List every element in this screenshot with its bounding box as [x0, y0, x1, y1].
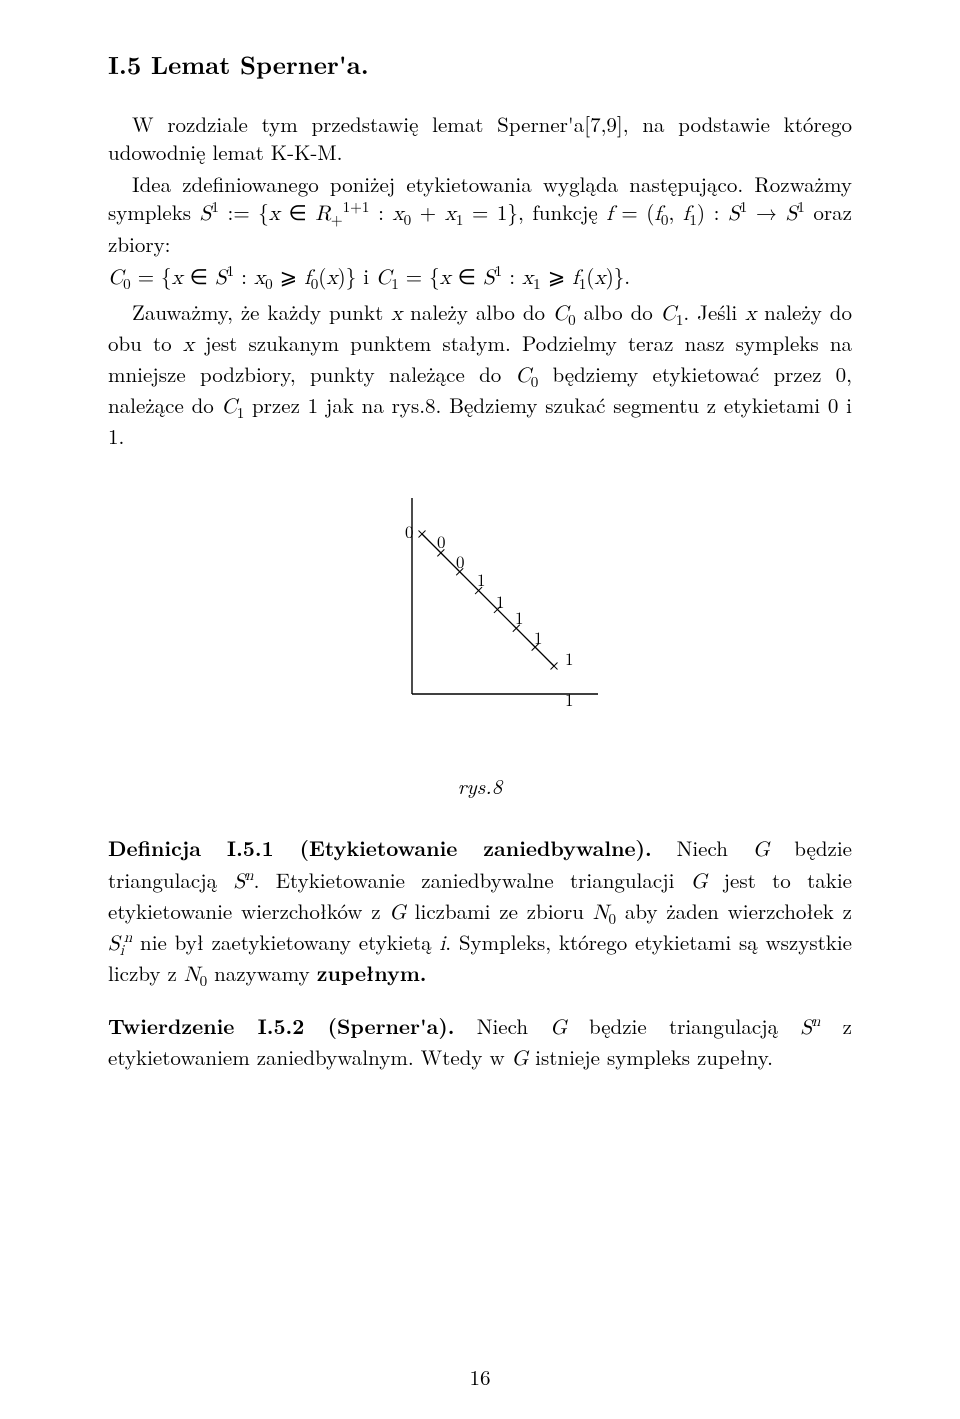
math-inline: C1: [661, 297, 684, 327]
page-number: 16: [0, 1363, 960, 1391]
bold-term: zupełnym.: [317, 958, 427, 988]
theorem-block: Twierdzenie I.5.2 (Sperner'a). Niech G b…: [108, 1012, 852, 1074]
text-run: , funkcję: [518, 197, 606, 227]
display-math: C0 = {x ∈ S1 : x0 ⩾ f0(x)} i C1 = {x ∈ S…: [108, 262, 852, 293]
math-inline: x: [391, 297, 402, 327]
page: I.5 Lemat Sperner'a. W rozdziale tym prz…: [0, 0, 960, 1419]
math-inline: N0: [184, 958, 207, 988]
svg-text:0: 0: [437, 529, 446, 553]
math-inline: Sn: [233, 865, 253, 895]
svg-text:1: 1: [515, 605, 524, 629]
math-inline: N0: [593, 896, 616, 926]
text-run: nie był zaetykietowany etykietą: [132, 927, 439, 957]
text-run: liczbami ze zbioru: [406, 896, 593, 926]
math-inline: S1 := {x ∈ R+1+1 : x0 + x1 = 1}: [200, 197, 518, 227]
text-run: . Jeśli: [683, 297, 745, 327]
text-run: istnieje sympleks zupełny.: [528, 1042, 773, 1072]
math-inline: C0: [516, 359, 539, 389]
svg-text:1: 1: [496, 589, 505, 613]
math-inline: G: [753, 833, 770, 863]
math-inline: G: [550, 1011, 567, 1041]
svg-text:1: 1: [477, 567, 486, 591]
math-inline: G: [691, 865, 708, 895]
text-run: albo do: [576, 297, 661, 327]
text-run: będzie triangulacją: [567, 1011, 801, 1041]
text-run: Zauważmy, że każdy punkt: [132, 297, 391, 327]
math-inline: x: [745, 297, 756, 327]
svg-text:0: 0: [405, 519, 414, 543]
svg-text:1: 1: [565, 687, 574, 711]
text-run: Niech: [454, 1011, 550, 1041]
theorem-head: Twierdzenie I.5.2 (Sperner'a).: [108, 1011, 454, 1041]
math-inline: f = (f0, f1) : S1 → S1: [606, 197, 804, 227]
svg-text:1: 1: [534, 625, 543, 649]
definition-head: Definicja I.5.1 (Etykietowanie zaniedbyw…: [108, 833, 652, 863]
math-inline: G: [512, 1042, 529, 1072]
math-inline: Sn: [800, 1011, 820, 1041]
text-run: należy albo do: [402, 297, 553, 327]
math-inline: C0: [553, 297, 576, 327]
text-run: nazywamy: [207, 958, 317, 988]
intro-paragraph: W rozdziale tym przedstawię lemat Sperne…: [108, 110, 852, 166]
figure-caption: rys.8: [108, 772, 852, 800]
math-inline: G: [389, 896, 406, 926]
svg-text:1: 1: [565, 646, 574, 670]
section-title: I.5 Lemat Sperner'a.: [108, 48, 852, 82]
text-run: Niech: [652, 833, 753, 863]
figure: 000111111: [108, 486, 852, 742]
math-inline: C1: [222, 390, 245, 420]
explanation-paragraph: Zauważmy, że każdy punkt x należy albo d…: [108, 298, 852, 451]
text-run: . Etykietowanie zaniedbywalne triangulac…: [254, 865, 691, 895]
definition-block: Definicja I.5.1 (Etykietowanie zaniedbyw…: [108, 834, 852, 990]
math-inline: x: [183, 328, 194, 358]
text-run: aby żaden wierzchołek z: [616, 896, 852, 926]
idea-paragraph: Idea zdefiniowanego poniżej etykietowani…: [108, 170, 852, 259]
figure-svg: 000111111: [350, 486, 610, 736]
math-inline: Sin: [108, 927, 132, 957]
svg-text:0: 0: [456, 549, 465, 573]
